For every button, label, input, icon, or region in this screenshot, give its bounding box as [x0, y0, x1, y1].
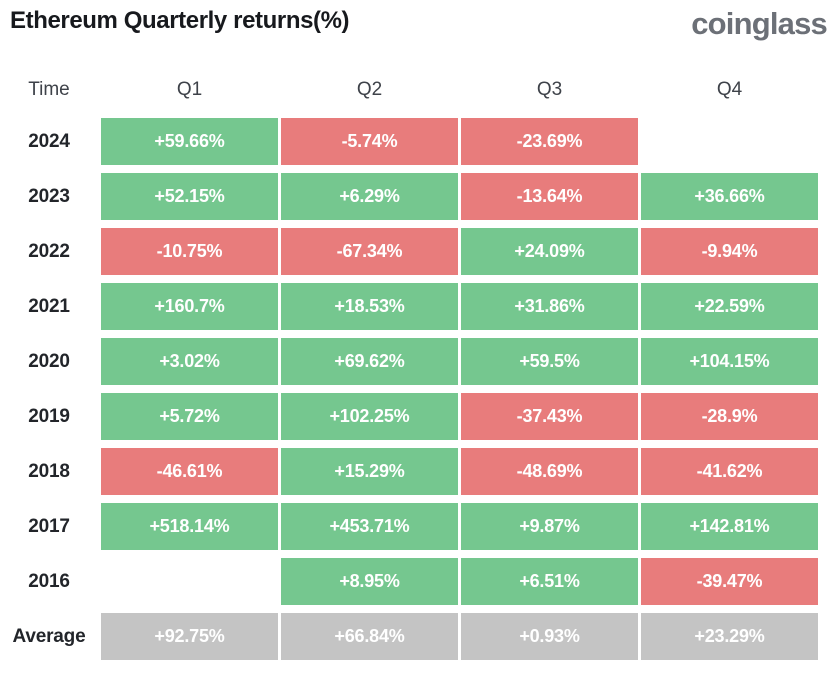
- return-cell-2017-q1: +518.14%: [101, 503, 278, 550]
- return-cell-2020-q1: +3.02%: [101, 338, 278, 385]
- return-cell-2017-q2: +453.71%: [281, 503, 458, 550]
- return-cell-average-q4: +23.29%: [641, 613, 818, 660]
- return-cell-2016-q1: [101, 558, 278, 605]
- return-cell-2020-q3: +59.5%: [461, 338, 638, 385]
- return-cell-2022-q3: +24.09%: [461, 228, 638, 275]
- return-cell-2018-q3: -48.69%: [461, 448, 638, 495]
- return-cell-2023-q4: +36.66%: [641, 173, 818, 220]
- row-label-2023: 2023: [28, 185, 70, 207]
- return-cell-average-q3: +0.93%: [461, 613, 638, 660]
- return-cell-2016-q2: +8.95%: [281, 558, 458, 605]
- return-cell-2021-q3: +31.86%: [461, 283, 638, 330]
- return-cell-2019-q2: +102.25%: [281, 393, 458, 440]
- return-cell-2017-q3: +9.87%: [461, 503, 638, 550]
- return-cell-2022-q1: -10.75%: [101, 228, 278, 275]
- column-header-time: Time: [28, 79, 70, 100]
- row-label-2022: 2022: [28, 240, 70, 262]
- return-cell-2024-q1: +59.66%: [101, 118, 278, 165]
- return-cell-average-q1: +92.75%: [101, 613, 278, 660]
- column-header-q4: Q4: [716, 79, 743, 100]
- row-label-2016: 2016: [28, 570, 70, 592]
- header-bar: Ethereum Quarterly returns(%) coinglass: [0, 0, 833, 70]
- return-cell-2019-q1: +5.72%: [101, 393, 278, 440]
- return-cell-average-q2: +66.84%: [281, 613, 458, 660]
- return-cell-2021-q4: +22.59%: [641, 283, 818, 330]
- return-cell-2020-q4: +104.15%: [641, 338, 818, 385]
- return-cell-2024-q4: [641, 118, 818, 165]
- return-cell-2018-q1: -46.61%: [101, 448, 278, 495]
- column-header-q1: Q1: [176, 79, 203, 100]
- returns-table: Time Q1 Q2 Q3 Q4 2024 +59.66% -5.74% -23…: [0, 70, 818, 660]
- column-header-q2: Q2: [356, 79, 383, 100]
- page-title: Ethereum Quarterly returns(%): [10, 7, 350, 34]
- coinglass-logo[interactable]: coinglass: [691, 6, 828, 41]
- return-cell-2021-q1: +160.7%: [101, 283, 278, 330]
- return-cell-2024-q3: -23.69%: [461, 118, 638, 165]
- return-cell-2016-q3: +6.51%: [461, 558, 638, 605]
- return-cell-2019-q3: -37.43%: [461, 393, 638, 440]
- row-label-2024: 2024: [28, 130, 70, 152]
- row-label-average: Average: [12, 625, 86, 647]
- row-label-2018: 2018: [28, 460, 70, 482]
- return-cell-2022-q2: -67.34%: [281, 228, 458, 275]
- return-cell-2022-q4: -9.94%: [641, 228, 818, 275]
- return-cell-2017-q4: +142.81%: [641, 503, 818, 550]
- return-cell-2023-q3: -13.64%: [461, 173, 638, 220]
- return-cell-2019-q4: -28.9%: [641, 393, 818, 440]
- return-cell-2023-q1: +52.15%: [101, 173, 278, 220]
- return-cell-2018-q2: +15.29%: [281, 448, 458, 495]
- row-label-2017: 2017: [28, 515, 70, 537]
- return-cell-2020-q2: +69.62%: [281, 338, 458, 385]
- return-cell-2023-q2: +6.29%: [281, 173, 458, 220]
- row-label-2021: 2021: [28, 295, 70, 317]
- return-cell-2016-q4: -39.47%: [641, 558, 818, 605]
- column-header-q3: Q3: [536, 79, 563, 100]
- return-cell-2024-q2: -5.74%: [281, 118, 458, 165]
- return-cell-2021-q2: +18.53%: [281, 283, 458, 330]
- row-label-2020: 2020: [28, 350, 70, 372]
- return-cell-2018-q4: -41.62%: [641, 448, 818, 495]
- row-label-2019: 2019: [28, 405, 70, 427]
